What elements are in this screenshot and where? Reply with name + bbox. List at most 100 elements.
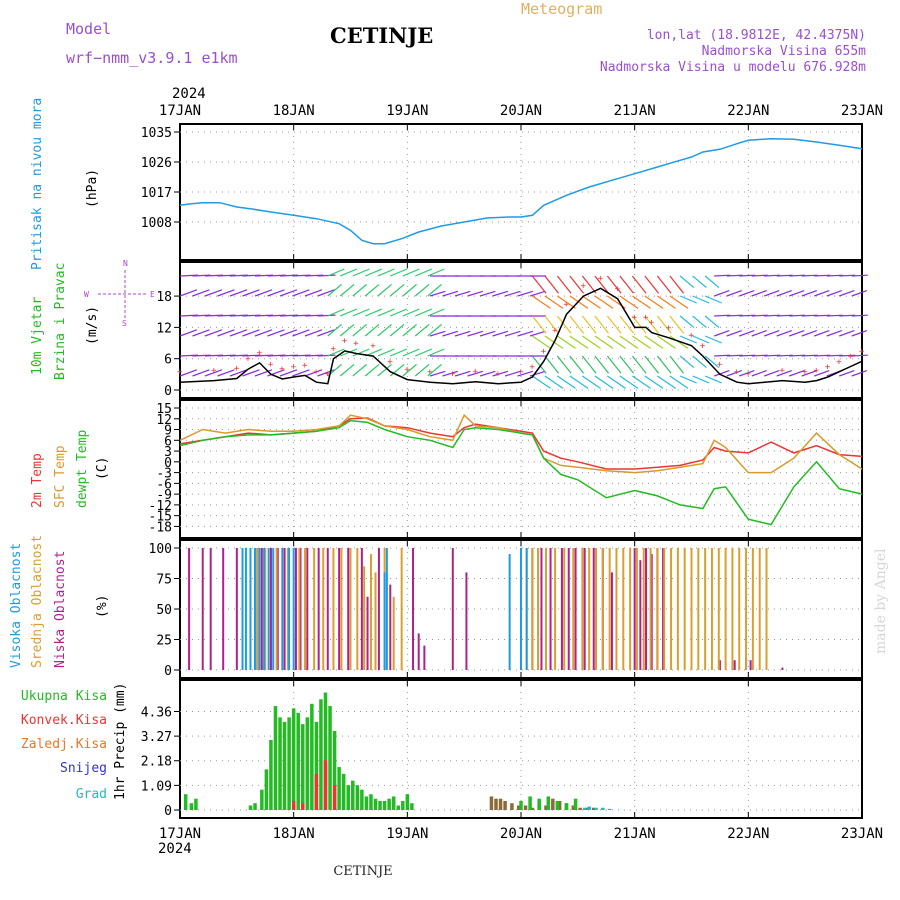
wind-arrow bbox=[292, 329, 310, 337]
wind-arrow bbox=[764, 369, 780, 377]
legend-total-rain: Ukupna Kisa bbox=[21, 689, 107, 704]
y-tick-label: 100 bbox=[149, 542, 172, 557]
wind-arrow bbox=[839, 329, 855, 337]
bar-niska-oblacnost bbox=[645, 548, 648, 670]
wind-arrow bbox=[242, 354, 261, 357]
bar-grad bbox=[601, 807, 605, 810]
wind-gust-marker: + bbox=[632, 313, 638, 323]
wind-arrow bbox=[789, 274, 806, 277]
wind-arrow bbox=[179, 289, 198, 297]
wind-arrow bbox=[631, 315, 647, 334]
wind-arrow bbox=[279, 289, 298, 297]
bar-srednja-oblacnost bbox=[765, 548, 768, 670]
bar-ukupna-kisa bbox=[248, 805, 253, 810]
wind-arrow bbox=[851, 314, 868, 317]
wind-arrow bbox=[739, 314, 756, 317]
wind-arrow bbox=[317, 369, 335, 377]
wind-arrow bbox=[557, 295, 576, 309]
wind-arrow bbox=[305, 354, 324, 357]
wind-arrow bbox=[826, 354, 843, 357]
wind-arrow bbox=[594, 315, 610, 334]
bar-konvek-kisa bbox=[301, 803, 305, 810]
wind-arrow bbox=[402, 283, 417, 297]
bar-srednja-oblacnost bbox=[724, 548, 727, 670]
wind-arrow bbox=[352, 283, 367, 297]
wind-arrow bbox=[619, 275, 635, 294]
x-tick-label-bottom: 20JAN bbox=[500, 826, 542, 842]
bar-visoka-oblacnost bbox=[292, 548, 295, 670]
wind-arrow bbox=[254, 274, 274, 277]
bar-ukupna-kisa bbox=[396, 805, 400, 810]
bar-ukupna-kisa bbox=[373, 798, 378, 810]
bar-visoka-oblacnost bbox=[244, 548, 247, 670]
y-tick-label: 4.36 bbox=[141, 705, 172, 720]
wind-arrow bbox=[619, 375, 639, 389]
wind-arrow bbox=[479, 290, 496, 297]
wind-arrow bbox=[279, 369, 298, 377]
wind-arrow bbox=[619, 355, 635, 374]
x-tick-label-bottom: 19JAN bbox=[386, 826, 428, 842]
wind-arrow bbox=[679, 295, 697, 304]
bar-niska-oblacnost bbox=[781, 667, 784, 670]
wind-arrow bbox=[327, 323, 342, 337]
wind-arrow bbox=[801, 369, 817, 377]
bar-srednja-oblacnost bbox=[642, 548, 645, 670]
series-line-wind bbox=[179, 287, 863, 385]
wind-arrow bbox=[814, 314, 831, 317]
bar-zaledj-kisa bbox=[494, 798, 498, 810]
wind-arrow bbox=[704, 315, 720, 329]
y-tick-label: 1017 bbox=[141, 186, 172, 201]
bar-srednja-oblacnost bbox=[751, 548, 754, 670]
wind-arrow bbox=[267, 369, 285, 377]
compass-e: E bbox=[150, 290, 155, 299]
wind-arrow bbox=[557, 335, 576, 349]
bar-srednja-oblacnost bbox=[313, 548, 316, 670]
wind-arrow bbox=[390, 348, 408, 357]
coordinates: lon,lat (18.9812E, 42.4375N) bbox=[647, 28, 866, 43]
wind-arrow bbox=[217, 289, 235, 297]
wind-gust-marker: + bbox=[302, 361, 308, 371]
wind-arrow bbox=[377, 283, 392, 297]
bar-ukupna-kisa bbox=[264, 769, 269, 810]
wind-arrow bbox=[739, 354, 756, 357]
bar-visoka-oblacnost bbox=[520, 548, 522, 670]
bar-ukupna-kisa bbox=[260, 789, 264, 810]
wind-arrow bbox=[544, 275, 560, 294]
wind-arrow bbox=[267, 314, 286, 317]
bar-ukupna-kisa-late bbox=[555, 800, 560, 810]
wind-arrow bbox=[801, 314, 818, 317]
model-label: Model bbox=[66, 20, 111, 38]
wind-arrow bbox=[751, 314, 768, 317]
wind-arrow bbox=[556, 315, 572, 334]
wind-gust-marker: + bbox=[563, 300, 569, 310]
legend-freezing-rain: Zaledj.Kisa bbox=[21, 737, 107, 752]
wind-arrow bbox=[292, 314, 311, 317]
wind-arrow bbox=[714, 354, 731, 357]
bar-srednja-oblacnost bbox=[608, 548, 611, 670]
wind-gust-marker: + bbox=[814, 366, 820, 376]
wind-arrow bbox=[504, 370, 521, 377]
bar-zaledj-kisa bbox=[585, 807, 589, 810]
wind-arrow bbox=[594, 335, 614, 349]
wind-arrow bbox=[352, 268, 370, 277]
bar-srednja-oblacnost bbox=[738, 548, 741, 670]
wind-arrow bbox=[839, 289, 855, 297]
wind-arrow bbox=[669, 315, 685, 334]
bar-niska-oblacnost bbox=[188, 548, 191, 670]
wind-arrow bbox=[631, 355, 647, 374]
wind-arrow bbox=[229, 289, 248, 297]
year-label-bottom: 2024 bbox=[158, 841, 192, 857]
precip-legend: Ukupna Kisa Konvek.Kisa Zaledj.Kisa Snij… bbox=[21, 689, 107, 802]
wind-arrow bbox=[254, 369, 273, 377]
wind-arrow bbox=[739, 369, 755, 377]
y-tick-label: 3.27 bbox=[141, 730, 172, 745]
wind-arrow bbox=[467, 330, 484, 337]
wind-arrow bbox=[581, 315, 597, 334]
wind-arrow bbox=[714, 314, 731, 317]
bar-niska-oblacnost bbox=[749, 660, 752, 670]
wind-gust-marker: + bbox=[279, 365, 285, 375]
bar-ukupna-kisa bbox=[351, 780, 355, 810]
wind-arrow bbox=[789, 314, 806, 317]
wind-gust-marker: + bbox=[836, 357, 842, 367]
bar-niska-oblacnost bbox=[360, 548, 363, 670]
